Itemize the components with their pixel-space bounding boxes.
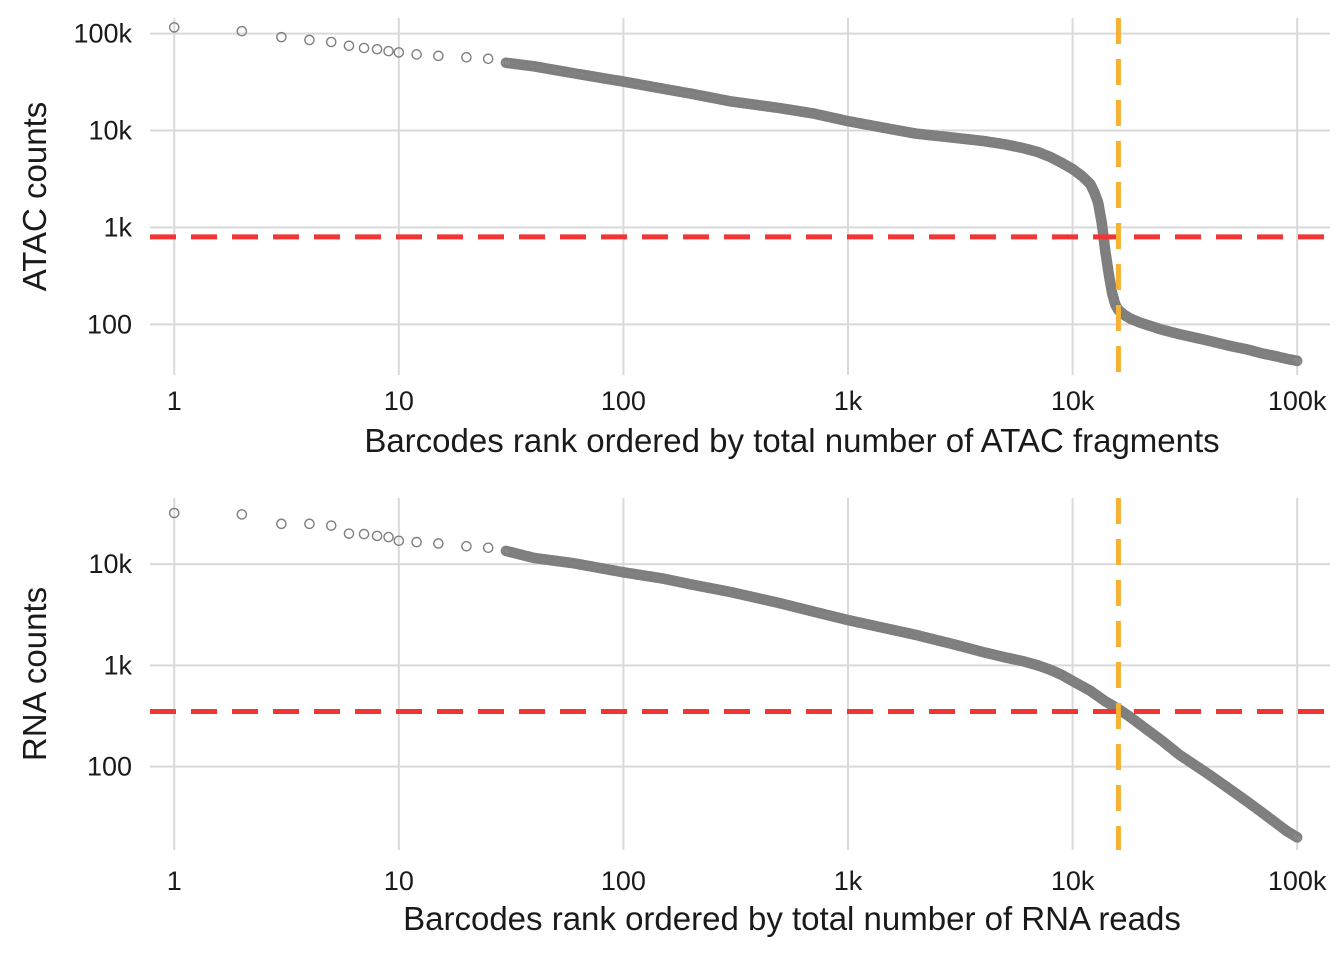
rna-x-tick-label: 100 — [601, 866, 646, 896]
atac-data-point — [461, 51, 472, 63]
atac-panel: 1 10 100 1k 10k 100k 100 1k 10k 100k Barcodes rank… — [16, 18, 1330, 459]
rna-data-point — [358, 528, 370, 540]
atac-y-tick-label: 10k — [88, 116, 132, 146]
atac-data-point — [358, 42, 370, 54]
atac-y-tick-label: 100 — [87, 309, 132, 339]
rna-data-point — [411, 536, 422, 548]
rna-x-tick-label: 10k — [1051, 866, 1095, 896]
atac-x-tick-label: 100k — [1268, 386, 1327, 416]
atac-data-point — [168, 22, 180, 33]
rna-data-point — [276, 518, 287, 530]
rna-data-point — [461, 541, 472, 552]
rna-data-point — [433, 538, 444, 549]
rna-data-point — [325, 520, 337, 531]
rna-data-points — [168, 507, 1303, 843]
atac-x-axis-title: Barcodes rank ordered by total number of… — [364, 422, 1219, 459]
rna-data-point — [393, 535, 405, 547]
atac-data-point — [433, 50, 444, 62]
atac-data-point — [393, 47, 405, 58]
atac-y-tick-label: 100k — [73, 19, 132, 49]
rna-x-tick-label: 1k — [834, 866, 863, 896]
atac-data-point — [1290, 355, 1302, 366]
rna-data-point — [383, 531, 394, 543]
rna-y-axis-title: RNA counts — [16, 587, 53, 761]
rna-data-point — [371, 530, 383, 542]
rna-y-tick-label: 10k — [88, 549, 132, 579]
atac-data-points — [168, 22, 1303, 367]
rna-x-axis-title: Barcodes rank ordered by total number of… — [403, 900, 1181, 937]
atac-y-axis-title: ATAC counts — [16, 102, 53, 292]
atac-data-point — [276, 31, 287, 43]
atac-x-tick-label: 10 — [384, 386, 414, 416]
rna-panel: 1 10 100 1k 10k 100k 100 1k 10k Barcodes rank ord… — [16, 498, 1330, 937]
rna-data-point — [343, 528, 355, 539]
atac-x-tick-label: 1k — [834, 386, 863, 416]
atac-data-point — [343, 40, 355, 52]
atac-data-point — [325, 36, 337, 48]
rna-data-point — [482, 542, 494, 554]
rna-data-point — [1290, 831, 1302, 842]
atac-data-point — [383, 45, 394, 57]
atac-x-tick-label: 1 — [167, 386, 182, 416]
rna-data-point — [236, 509, 248, 520]
atac-y-tick-label: 1k — [103, 212, 132, 242]
atac-data-point — [411, 49, 422, 60]
rna-x-tick-label: 100k — [1268, 866, 1327, 896]
rna-x-tick-label: 1 — [167, 866, 182, 896]
rna-data-point — [304, 518, 315, 530]
rna-y-tick-label: 100 — [87, 752, 132, 782]
atac-data-point — [371, 43, 383, 55]
atac-data-point — [236, 25, 248, 37]
atac-x-tick-label: 10k — [1051, 386, 1095, 416]
atac-data-point — [482, 53, 494, 65]
rna-x-tick-label: 10 — [384, 866, 414, 896]
atac-x-tick-label: 100 — [601, 386, 646, 416]
rna-data-point — [168, 507, 180, 519]
atac-data-point — [304, 34, 315, 46]
rna-y-tick-label: 1k — [103, 650, 132, 680]
